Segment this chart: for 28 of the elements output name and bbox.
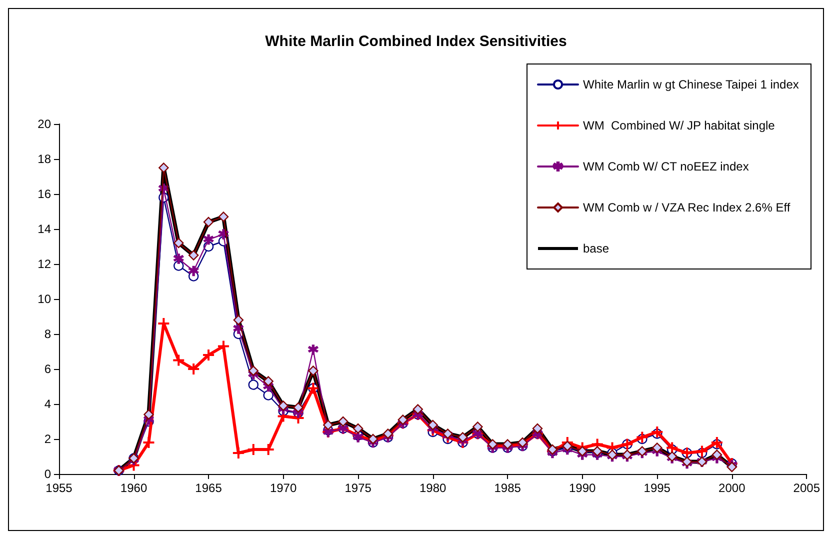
y-tick-label: 0 — [44, 467, 52, 481]
chart-title: White Marlin Combined Index Sensitivities — [265, 33, 567, 50]
y-tick-label: 4 — [44, 397, 52, 411]
y-tick-label: 18 — [38, 152, 52, 166]
legend-label: WM Combined W/ JP habitat single — [583, 118, 776, 132]
legend-label: WM Comb w / VZA Rec Index 2.6% Eff — [583, 200, 791, 214]
x-tick-label: 1955 — [46, 481, 73, 495]
x-tick-label: 1970 — [270, 481, 297, 495]
legend-label: White Marlin w gt Chinese Taipei 1 index — [583, 78, 799, 92]
x-tick-label: 1995 — [644, 481, 671, 495]
y-tick-label: 6 — [44, 362, 52, 376]
x-tick-label: 1975 — [344, 481, 372, 495]
x-tick-label: 2000 — [718, 481, 746, 495]
x-tick-label: 1965 — [195, 481, 222, 495]
y-tick-label: 20 — [38, 117, 52, 131]
y-tick-label: 10 — [38, 292, 52, 306]
x-tick-label: 1980 — [419, 481, 446, 495]
y-tick-label: 12 — [38, 257, 52, 271]
x-tick-label: 1960 — [120, 481, 148, 495]
legend-label: WM Comb W/ CT noEEZ index — [583, 160, 749, 174]
x-tick-label: 1990 — [569, 481, 596, 495]
x-tick-label: 1985 — [494, 481, 522, 495]
y-tick-label: 8 — [44, 327, 52, 341]
y-tick-label: 16 — [38, 187, 52, 201]
y-tick-label: 14 — [38, 222, 52, 236]
legend-label: base — [583, 242, 610, 256]
y-tick-label: 2 — [44, 432, 52, 446]
x-tick-label: 2005 — [793, 481, 820, 495]
